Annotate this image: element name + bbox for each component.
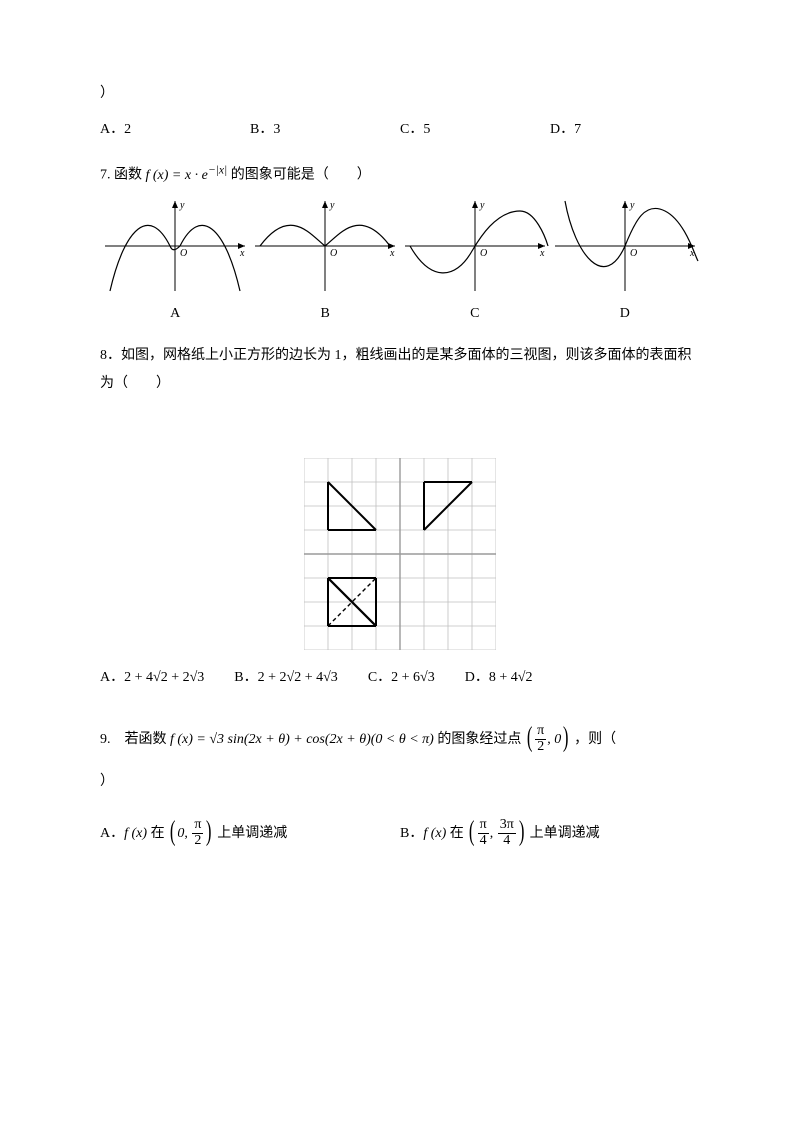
q6-option-b: B．3	[250, 116, 400, 144]
q8-grid	[304, 458, 496, 650]
q7-label-c: C	[470, 300, 479, 328]
q6-option-c: C．5	[400, 116, 550, 144]
q9-trailing-paren: ）	[100, 768, 700, 796]
q6-option-d: D．7	[550, 116, 700, 144]
q7-label-a: A	[170, 300, 180, 328]
svg-text:O: O	[180, 248, 187, 259]
q7-chart-c: O x y	[400, 196, 550, 296]
q9-prefix: 9. 若函数	[100, 732, 170, 747]
svg-text:O: O	[480, 248, 487, 259]
svg-text:y: y	[629, 200, 635, 211]
svg-text:y: y	[329, 200, 335, 211]
q7-prefix: 7. 函数	[100, 168, 146, 183]
q8-option-c: C．2 + 6√3	[368, 664, 435, 692]
q9-option-a: A．f (x) 在 (0, π2) 上单调递减	[100, 806, 400, 862]
svg-text:x: x	[689, 248, 695, 259]
svg-text:y: y	[479, 200, 485, 211]
q8-text: 8．如图，网格纸上小正方形的边长为 1，粗线画出的是某多面体的三视图，则该多面体…	[100, 342, 700, 398]
q7-label-b: B	[321, 300, 330, 328]
q7-chart-b: O x y	[250, 196, 400, 296]
q8-option-a: A．2 + 4√2 + 2√3	[100, 664, 204, 692]
svg-text:O: O	[330, 248, 337, 259]
svg-text:y: y	[179, 200, 185, 211]
svg-text:O: O	[630, 248, 637, 259]
q9-point-y: 0	[554, 732, 561, 747]
q9-mid: 的图象经过点	[437, 732, 525, 747]
q8-option-d: D．8 + 4√2	[465, 664, 533, 692]
q6-option-a: A．2	[100, 116, 250, 144]
q9-option-b: B．f (x) 在 (π4, 3π4) 上单调递减	[400, 806, 700, 862]
q7-label-d: D	[620, 300, 630, 328]
svg-text:x: x	[239, 248, 245, 259]
q7-formula: f (x) = x · e−|x|	[146, 168, 228, 183]
q7-chart-a: O x y	[100, 196, 250, 296]
q8-option-b: B．2 + 2√2 + 4√3	[234, 664, 338, 692]
q7-suffix: 的图象可能是（ ）	[227, 168, 371, 183]
q6-trailing-paren: ）	[100, 80, 700, 108]
svg-text:x: x	[539, 248, 545, 259]
svg-text:x: x	[389, 248, 395, 259]
q7-chart-d: O x y	[550, 196, 700, 296]
q7-text: 7. 函数 f (x) = x · e−|x| 的图象可能是（ ）	[100, 158, 700, 190]
q9-suffix: ，则（	[574, 732, 616, 747]
q9-formula: f (x) = √3 sin(2x + θ) + cos(2x + θ)(0 <…	[170, 732, 434, 747]
q7-charts: O x y O x y O x y	[100, 196, 700, 296]
q9-text: 9. 若函数 f (x) = √3 sin(2x + θ) + cos(2x +…	[100, 712, 700, 768]
